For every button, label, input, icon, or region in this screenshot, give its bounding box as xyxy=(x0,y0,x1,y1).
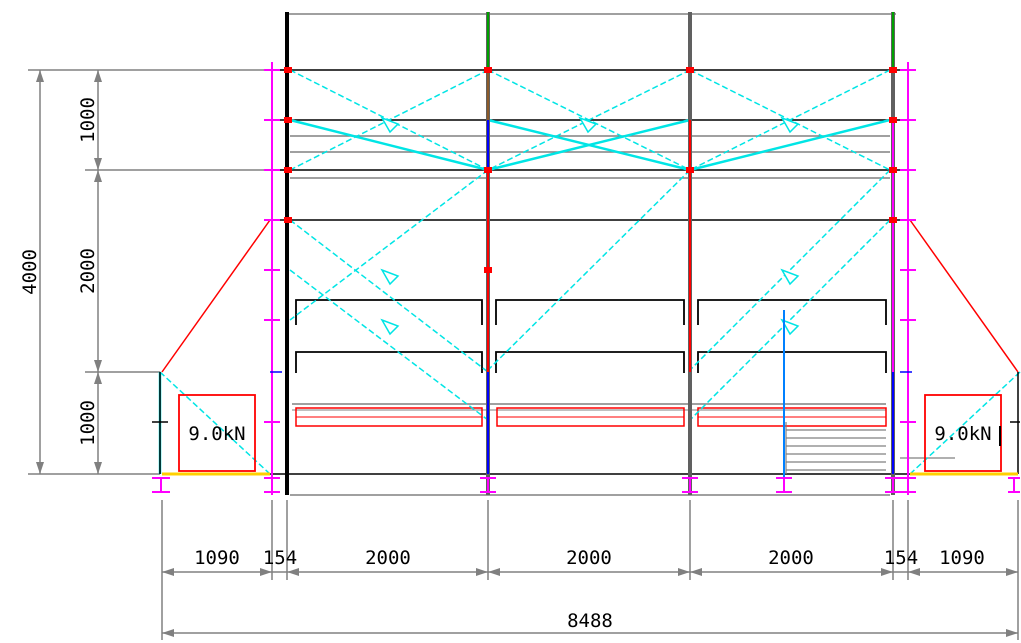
dim-left-outrigger: 1090 xyxy=(194,547,240,569)
dim-top-height: 1000 xyxy=(77,97,99,143)
guardrails xyxy=(295,299,887,373)
left-load-label: 9.0kN xyxy=(188,423,245,445)
vertical-dimensions xyxy=(28,69,285,475)
dim-overall-width: 8488 xyxy=(567,610,613,632)
horizontal-rails xyxy=(270,13,910,496)
left-load-box xyxy=(178,394,256,472)
base-jacks xyxy=(152,477,1020,493)
dim-total-height: 4000 xyxy=(19,249,41,295)
outrigger-frames xyxy=(152,371,1020,474)
solid-braces xyxy=(158,118,891,474)
dim-bay-3: 2000 xyxy=(768,547,814,569)
dim-bay-1: 2000 xyxy=(365,547,411,569)
platform-deck xyxy=(292,403,887,427)
outrigger-ties xyxy=(161,219,1019,373)
dim-bottom-height: 1000 xyxy=(77,400,99,446)
horizontal-dim-arrows xyxy=(162,568,1018,637)
dim-right-outrigger: 1090 xyxy=(939,547,985,569)
node-markers xyxy=(284,67,897,273)
dim-middle-height: 2000 xyxy=(77,248,99,294)
diagonal-braces xyxy=(159,69,1021,475)
right-load-label: 9.0kN xyxy=(934,423,991,445)
dim-bay-2: 2000 xyxy=(566,547,612,569)
stair-treads xyxy=(785,422,955,474)
dim-right-gap: 154 xyxy=(884,547,918,569)
horizontal-dimensions xyxy=(161,500,1019,640)
dim-left-gap: 154 xyxy=(263,547,297,569)
stem-ticks xyxy=(264,69,916,423)
standards xyxy=(285,12,895,495)
vertical-dim-arrows xyxy=(36,70,102,474)
brace-markers xyxy=(380,116,800,336)
